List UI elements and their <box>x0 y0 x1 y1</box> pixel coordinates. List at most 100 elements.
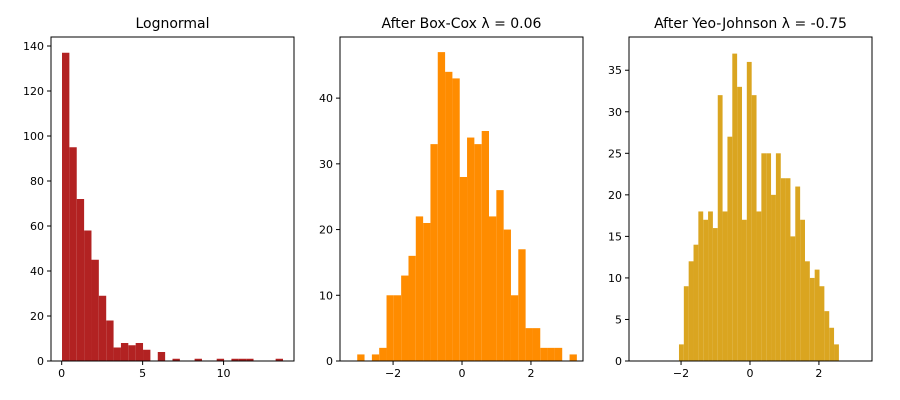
bar <box>496 190 504 361</box>
bar <box>814 269 820 361</box>
bar <box>157 352 166 361</box>
bar <box>819 286 825 361</box>
bar <box>834 344 839 361</box>
x-tick-label: 2 <box>815 367 822 380</box>
bar <box>540 347 548 361</box>
bar <box>780 178 786 361</box>
bar <box>678 344 684 361</box>
axes-frame <box>339 36 584 362</box>
bar <box>128 345 136 361</box>
bar <box>554 347 563 361</box>
bar <box>98 295 107 361</box>
y-tick-label: 80 <box>30 175 44 188</box>
bar <box>113 347 121 361</box>
y-tick-label: 35 <box>608 64 622 77</box>
y-tick-label: 0 <box>326 355 333 368</box>
bar <box>790 236 796 361</box>
bar <box>415 216 424 361</box>
x-tick-label: 0 <box>459 367 466 380</box>
y-tick-label: 30 <box>319 158 333 171</box>
bar <box>722 211 728 361</box>
bar <box>76 199 85 361</box>
bar <box>510 295 519 361</box>
bar <box>688 261 694 361</box>
bar <box>120 343 129 361</box>
bar <box>532 328 541 361</box>
bar <box>693 244 699 361</box>
bar <box>795 186 801 361</box>
x-tick-label: −2 <box>673 367 689 380</box>
bar <box>91 259 99 361</box>
x-tick-label: 2 <box>527 367 534 380</box>
bar <box>423 222 431 361</box>
y-tick-label: 10 <box>319 289 333 302</box>
bar <box>84 230 92 361</box>
bar <box>172 358 180 361</box>
bar <box>371 354 380 361</box>
bar <box>804 261 810 361</box>
y-tick-label: 120 <box>23 85 44 98</box>
y-tick-label: 40 <box>319 92 333 105</box>
y-tick-label: 0 <box>37 355 44 368</box>
bar <box>437 52 446 361</box>
bar <box>430 144 438 361</box>
bar <box>379 347 387 361</box>
bar <box>829 327 835 361</box>
axes-frame <box>50 36 295 362</box>
bar <box>746 61 752 362</box>
bar <box>756 211 762 361</box>
bar <box>62 52 70 361</box>
bar <box>771 194 776 361</box>
bar <box>547 347 555 361</box>
y-tick-label: 140 <box>23 40 44 53</box>
bar <box>246 358 254 361</box>
bar <box>452 78 460 361</box>
y-tick-label: 100 <box>23 130 44 143</box>
bar <box>386 295 394 361</box>
bar <box>393 295 402 361</box>
bar <box>408 255 416 361</box>
bar <box>569 354 577 361</box>
bar <box>775 153 781 361</box>
bar <box>401 275 409 361</box>
bar <box>231 358 239 361</box>
y-tick-label: 60 <box>30 220 44 233</box>
bar <box>727 136 733 361</box>
bar <box>357 354 365 361</box>
chart-title: After Yeo-Johnson λ = -0.75 <box>654 16 847 32</box>
bar <box>445 71 453 362</box>
x-tick-label: 10 <box>217 367 231 380</box>
bar <box>766 153 772 361</box>
bar <box>698 211 704 361</box>
bar <box>732 53 738 361</box>
bar <box>216 358 225 361</box>
bar <box>712 228 718 361</box>
bar <box>717 95 723 362</box>
bar <box>69 147 77 361</box>
y-tick-label: 25 <box>608 147 622 160</box>
y-tick-label: 20 <box>319 224 333 237</box>
bar <box>525 328 533 361</box>
bar <box>703 219 709 361</box>
chart-title: After Box-Cox λ = 0.06 <box>382 16 542 32</box>
y-tick-label: 20 <box>608 189 622 202</box>
bar <box>708 211 713 361</box>
bar <box>503 229 511 361</box>
bar <box>741 219 747 361</box>
bar <box>489 216 497 361</box>
x-tick-label: 5 <box>139 367 146 380</box>
x-tick-label: 0 <box>746 367 753 380</box>
bar <box>474 144 482 361</box>
y-tick-label: 5 <box>615 313 622 326</box>
bar <box>238 358 247 361</box>
y-tick-label: 40 <box>30 265 44 278</box>
bar <box>824 311 830 361</box>
bar <box>106 320 114 361</box>
bar <box>459 176 468 361</box>
y-tick-label: 10 <box>608 272 622 285</box>
y-tick-label: 20 <box>30 310 44 323</box>
x-tick-label: −2 <box>385 367 401 380</box>
bar <box>761 153 767 361</box>
bar <box>467 137 475 361</box>
